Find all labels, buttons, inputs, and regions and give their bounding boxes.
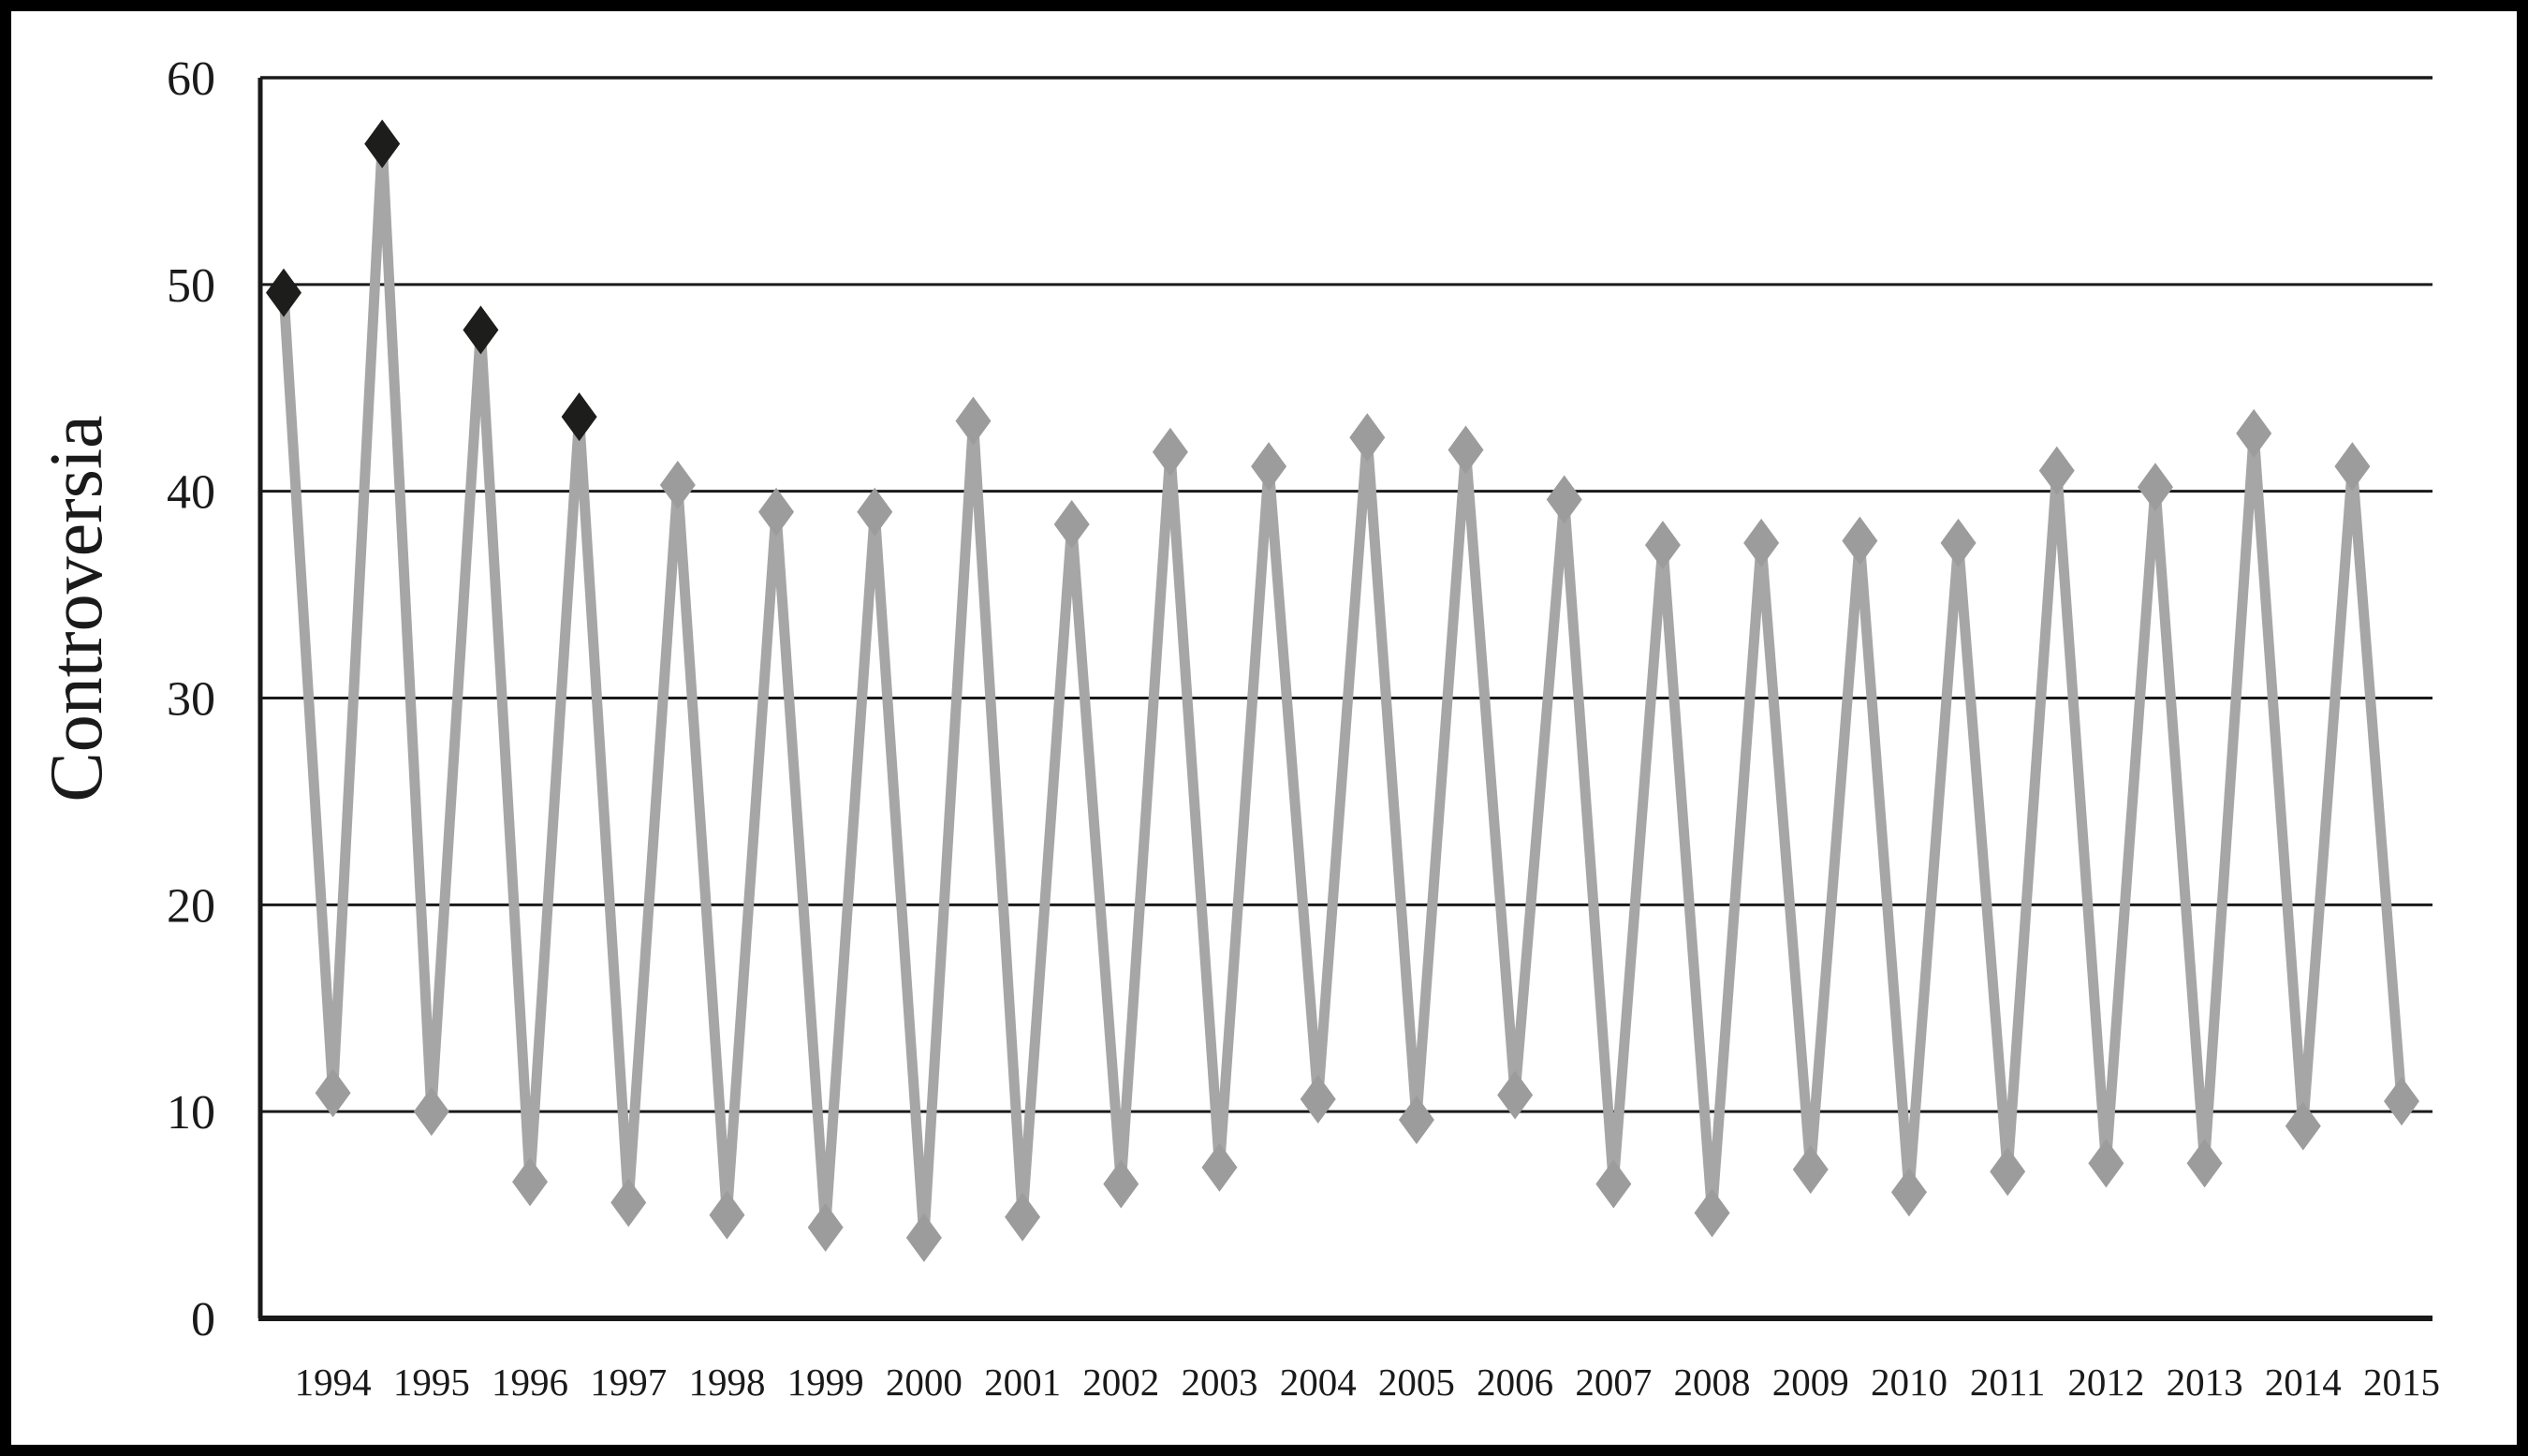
data-point-marker-1999-high	[758, 487, 795, 537]
data-point-marker-2003-high	[1152, 427, 1188, 477]
data-point-marker-2013-low	[2186, 1139, 2223, 1188]
data-point-marker-2007-high	[1546, 475, 1582, 524]
data-point-marker-2015-low	[2384, 1077, 2419, 1126]
data-point-marker-1999-low	[807, 1202, 844, 1252]
data-point-marker-2001-low	[1005, 1192, 1041, 1242]
x-tick-label-2000: 2000	[886, 1360, 963, 1404]
data-point-marker-2006-low	[1497, 1070, 1534, 1120]
data-point-marker-1996-high	[463, 305, 499, 355]
x-tick-label-2005: 2005	[1378, 1360, 1455, 1404]
series-line	[278, 139, 2407, 1243]
x-tick-label-2009: 2009	[1772, 1360, 1849, 1404]
data-point-marker-2002-high	[1053, 500, 1090, 549]
data-point-marker-2015-high	[2334, 442, 2371, 492]
data-point-marker-1995-low	[413, 1087, 449, 1137]
data-point-marker-2014-low	[2285, 1101, 2321, 1151]
x-tick-label-2002: 2002	[1082, 1360, 1159, 1404]
data-point-marker-2007-low	[1595, 1159, 1632, 1209]
data-point-marker-2006-high	[1448, 425, 1484, 475]
x-tick-label-2007: 2007	[1575, 1360, 1652, 1404]
data-point-marker-2014-high	[2236, 408, 2272, 458]
x-tick-label-2011: 2011	[1970, 1360, 2045, 1404]
x-tick-label-2015: 2015	[2363, 1360, 2440, 1404]
data-point-marker-2002-low	[1103, 1159, 1139, 1209]
x-tick-label-1995: 1995	[393, 1360, 470, 1404]
data-point-marker-2010-low	[1890, 1168, 1927, 1217]
data-point-marker-2005-low	[1398, 1096, 1434, 1144]
data-point-marker-1996-low	[512, 1157, 549, 1207]
x-tick-label-2010: 2010	[1871, 1360, 1947, 1404]
data-point-marker-2012-low	[2088, 1139, 2124, 1188]
y-tick-label-50: 50	[167, 259, 215, 313]
data-point-marker-1998-high	[659, 461, 696, 510]
data-point-marker-2011-high	[1940, 518, 1977, 567]
data-point-marker-2010-high	[1842, 516, 1878, 566]
data-point-marker-2004-low	[1300, 1074, 1336, 1124]
y-tick-label-30: 30	[167, 673, 215, 727]
x-tick-label-2008: 2008	[1674, 1360, 1751, 1404]
x-tick-label-1997: 1997	[590, 1360, 667, 1404]
x-tick-label-1996: 1996	[492, 1360, 568, 1404]
data-point-marker-2009-low	[1792, 1145, 1829, 1194]
x-tick-label-2006: 2006	[1477, 1360, 1553, 1404]
data-point-marker-2004-high	[1251, 442, 1287, 492]
data-point-marker-2005-high	[1349, 413, 1386, 463]
data-point-marker-2008-low	[1694, 1188, 1730, 1238]
data-series-layer	[266, 119, 2419, 1262]
x-tick-label-2013: 2013	[2167, 1360, 2243, 1404]
y-tick-label-0: 0	[191, 1293, 215, 1346]
data-point-marker-2011-low	[1990, 1147, 2026, 1197]
data-point-marker-2012-high	[2038, 446, 2075, 495]
y-tick-label-60: 60	[167, 52, 215, 106]
data-point-marker-2000-low	[905, 1213, 942, 1262]
data-point-marker-1997-high	[561, 392, 597, 442]
data-point-marker-2009-high	[1743, 518, 1780, 567]
x-tick-label-2004: 2004	[1280, 1360, 1357, 1404]
data-point-marker-1994-high	[266, 268, 301, 317]
data-point-marker-2000-high	[857, 487, 893, 537]
y-tick-label-40: 40	[167, 466, 215, 520]
data-point-marker-1994-low	[315, 1068, 351, 1118]
y-axis-title: Controversia	[36, 415, 118, 802]
x-tick-label-2014: 2014	[2265, 1360, 2342, 1404]
y-tick-label-20: 20	[167, 879, 215, 933]
data-point-marker-1997-low	[610, 1178, 647, 1228]
x-tick-label-1994: 1994	[295, 1360, 372, 1404]
x-tick-label-2012: 2012	[2067, 1360, 2144, 1404]
data-point-marker-2013-high	[2137, 463, 2173, 512]
y-tick-label-10: 10	[167, 1086, 215, 1140]
data-point-marker-2001-high	[955, 396, 992, 446]
data-point-marker-1998-low	[709, 1190, 745, 1240]
data-point-marker-2003-low	[1201, 1142, 1238, 1192]
data-point-marker-2008-high	[1644, 521, 1681, 570]
x-tick-label-1999: 1999	[787, 1360, 864, 1404]
x-tick-label-2001: 2001	[984, 1360, 1061, 1404]
x-tick-label-2003: 2003	[1181, 1360, 1257, 1404]
data-point-marker-1995-high	[364, 119, 401, 169]
x-tick-label-1998: 1998	[688, 1360, 765, 1404]
